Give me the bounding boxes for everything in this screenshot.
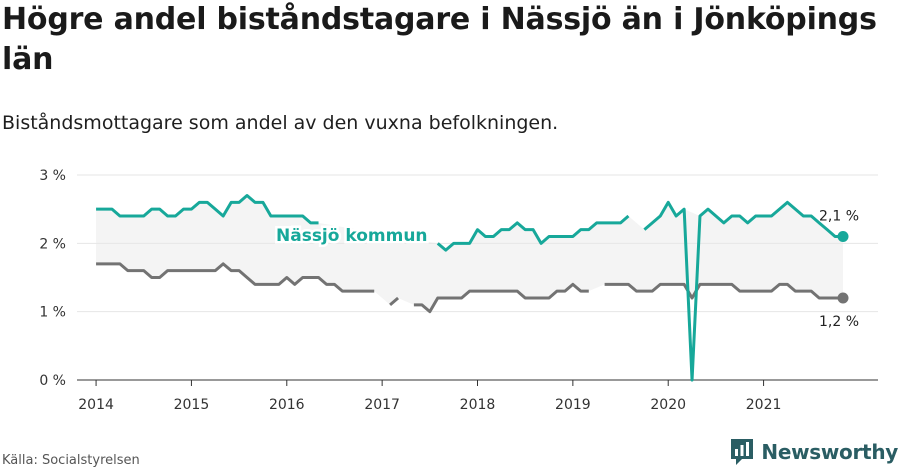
source-credit: Källa: Socialstyrelsen [2,453,140,468]
series-line-nassjo [96,194,319,225]
series-line-lan [604,282,844,300]
x-tick-label: 2017 [364,397,400,413]
x-tick-label: 2019 [555,397,591,413]
series-line-nassjo-end-marker [837,231,849,242]
x-tick-label: 2015 [174,397,210,413]
x-tick-label: 2021 [746,397,782,413]
x-tick-label: 2020 [650,397,686,413]
y-tick-label: 0 % [39,373,66,389]
series-line-lan [413,282,589,314]
newsworthy-logo-icon [731,439,754,465]
series-line-nassjo [436,214,630,252]
end-label-nassjo: 2,1 % [819,209,859,225]
series-line-lan [389,296,400,306]
y-tick-label: 3 % [39,168,66,184]
series-line-lan [96,262,375,293]
x-tick-label: 2018 [460,397,496,413]
y-tick-label: 1 % [39,305,66,321]
y-tick-label: 2 % [39,236,66,252]
series-line-lan-end-marker [837,292,849,304]
series-line-nassjo [643,200,844,382]
series-label-nassjo: Nässjö kommun [276,226,428,246]
end-label-lan: 1,2 % [819,314,859,330]
x-tick-label: 2016 [269,397,305,413]
brand-name: Newsworthy [761,440,898,464]
x-tick-label: 2014 [78,397,114,413]
chart-subtitle: Biståndsmottagare som andel av den vuxna… [2,112,559,134]
range-band [96,195,844,312]
brand-logo[interactable]: Newsworthy [729,437,898,467]
chart-title: Högre andel biståndstagare i Nässjö än i… [2,2,877,77]
